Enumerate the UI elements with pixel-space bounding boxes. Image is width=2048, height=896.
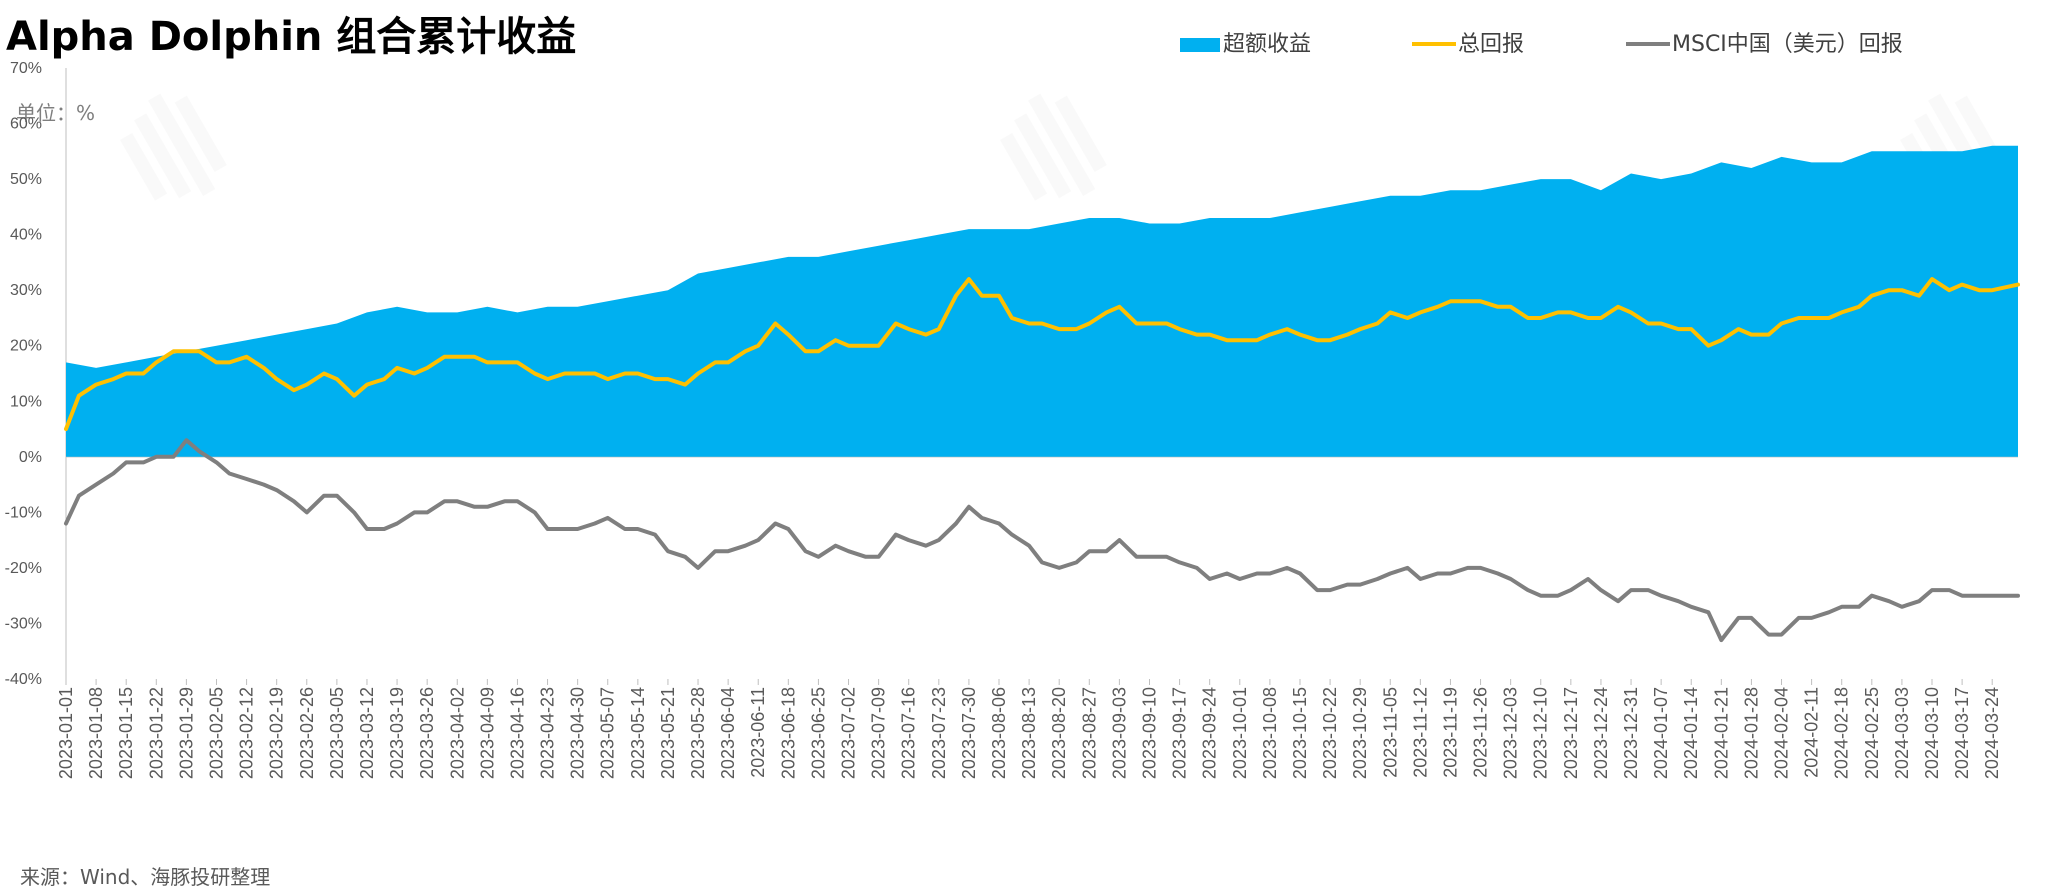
y-axis: -40% -30% -20% -10% 0% 10% 20% 30% 40% 50% 60% 70%: [5, 60, 67, 688]
x-tick-label: 2024-02-11: [1802, 687, 1822, 778]
x-tick-label: 2023-10-08: [1260, 687, 1280, 779]
x-tick-label: 2023-04-09: [477, 687, 497, 779]
x-tick-label: 2023-08-06: [989, 687, 1009, 779]
y-tick-label: 10%: [10, 393, 42, 410]
x-tick-label: 2023-01-15: [116, 687, 136, 779]
x-tick-label: 2023-04-02: [447, 687, 467, 779]
x-tick-label: 2024-03-24: [1982, 687, 2002, 779]
x-tick-label: 2023-06-25: [808, 687, 828, 779]
legend-label-total-return: 总回报: [1458, 32, 1524, 57]
legend-swatch-excess-return: [1180, 38, 1220, 52]
x-tick-label: 2023-09-03: [1109, 687, 1129, 779]
x-tick-label: 2023-05-28: [688, 687, 708, 779]
x-tick-label: 2023-07-30: [959, 687, 979, 779]
x-tick-label: 2024-02-25: [1862, 687, 1882, 779]
y-tick-label: 20%: [10, 338, 42, 355]
x-tick-label: 2023-05-07: [598, 687, 618, 779]
x-tick-label: 2023-07-09: [869, 687, 889, 779]
x-tick-label: 2023-09-17: [1170, 687, 1190, 779]
x-tick-label: 2023-06-11: [748, 687, 768, 778]
x-tick-label: 2023-06-04: [718, 687, 738, 779]
legend-label-msci-china: MSCI中国（美元）回报: [1672, 32, 1903, 57]
x-tick-label: 2023-11-19: [1441, 687, 1461, 778]
x-tick-label: 2023-02-26: [297, 687, 317, 779]
x-tick-label: 2023-01-29: [176, 687, 196, 779]
x-tick-label: 2024-03-17: [1952, 687, 1972, 779]
x-tick-label: 2023-10-15: [1290, 687, 1310, 779]
y-tick-label: -40%: [5, 671, 42, 688]
x-tick-label: 2023-07-16: [899, 687, 919, 779]
x-tick-label: 2023-08-20: [1049, 687, 1069, 779]
x-tick-label: 2023-01-22: [146, 687, 166, 779]
series-line-total-return: [64, 277, 2020, 431]
y-tick-label: 70%: [10, 60, 42, 77]
y-tick-label: 0%: [19, 449, 42, 466]
x-tick-label: 2023-11-05: [1380, 687, 1400, 778]
x-tick-label: 2024-03-10: [1922, 687, 1942, 779]
x-tick-label: 2023-07-02: [839, 687, 859, 779]
x-tick-label: 2023-04-30: [568, 687, 588, 779]
legend: 超额收益 总回报 MSCI中国（美元）回报: [1180, 32, 1903, 57]
y-tick-label: 40%: [10, 227, 42, 244]
x-tick-label: 2023-04-16: [508, 687, 528, 779]
series-line-msci-china: [64, 438, 2020, 643]
x-axis: 2023-01-01 2023-01-08 2023-01-15 2023-01-22…: [56, 456, 2018, 779]
legend-label-excess-return: 超额收益: [1223, 32, 1311, 57]
x-tick-label: 2024-01-28: [1741, 687, 1761, 779]
x-tick-label: 2023-10-29: [1350, 687, 1370, 779]
y-tick-label: 60%: [10, 116, 42, 133]
x-tick-label: 2023-08-13: [1019, 687, 1039, 779]
x-tick-label: 2023-07-23: [929, 687, 949, 779]
chart-title: Alpha Dolphin 组合累计收益: [6, 14, 576, 60]
x-tick-label: 2023-03-05: [327, 687, 347, 779]
x-tick-label: 2023-02-05: [207, 687, 227, 779]
x-tick-label: 2023-10-01: [1230, 687, 1250, 779]
y-tick-label: -20%: [5, 560, 42, 577]
y-tick-label: -30%: [5, 615, 42, 632]
x-tick-label: 2023-11-26: [1471, 687, 1491, 778]
x-tick-label: 2023-08-27: [1079, 687, 1099, 779]
x-tick-label: 2024-02-04: [1772, 687, 1792, 779]
x-tick-label: 2023-09-10: [1140, 687, 1160, 779]
x-tick-label: 2023-06-18: [778, 687, 798, 779]
plot-area: [64, 145, 2020, 643]
x-tick-label: 2023-05-14: [628, 687, 648, 779]
x-tick-label: 2023-01-01: [56, 687, 76, 779]
x-tick-label: 2023-02-12: [237, 687, 257, 779]
x-tick-label: 2023-03-12: [357, 687, 377, 779]
x-tick-label: 2024-02-18: [1832, 687, 1852, 779]
y-tick-label: -10%: [5, 504, 42, 521]
y-tick-label: 30%: [10, 282, 42, 299]
x-tick-label: 2023-12-10: [1531, 687, 1551, 779]
x-tick-label: 2023-10-22: [1320, 687, 1340, 779]
x-tick-label: 2023-12-31: [1621, 687, 1641, 779]
x-tick-label: 2023-03-26: [417, 687, 437, 779]
x-tick-label: 2023-12-17: [1561, 687, 1581, 779]
x-tick-label: 2023-12-03: [1501, 687, 1521, 779]
x-tick-label: 2023-05-21: [658, 687, 678, 779]
x-tick-label: 2023-12-24: [1591, 687, 1611, 779]
x-tick-label: 2024-01-21: [1711, 687, 1731, 779]
x-tick-label: 2023-02-19: [267, 687, 287, 779]
unit-label: 单位：%: [16, 101, 95, 125]
x-tick-label: 2023-04-23: [538, 687, 558, 779]
x-tick-label: 2023-01-08: [86, 687, 106, 779]
x-tick-label: 2023-11-12: [1410, 687, 1430, 778]
x-tick-label: 2024-01-14: [1681, 687, 1701, 779]
x-tick-label: 2023-09-24: [1200, 687, 1220, 779]
y-tick-label: 50%: [10, 171, 42, 188]
x-tick-label: 2024-01-07: [1651, 687, 1671, 779]
source-note: 来源：Wind、海豚投研整理: [20, 865, 270, 889]
x-tick-label: 2023-03-19: [387, 687, 407, 779]
x-tick-label: 2024-03-03: [1892, 687, 1912, 779]
